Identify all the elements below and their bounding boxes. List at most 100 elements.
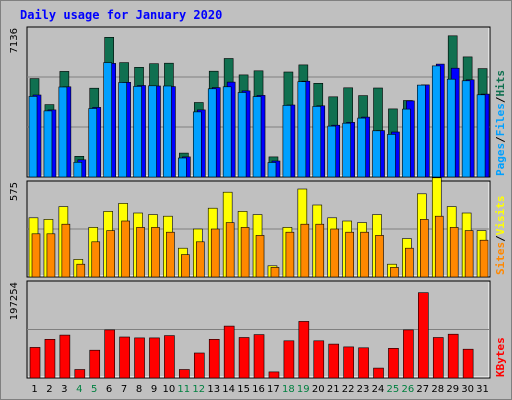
- bar-kbytes: [119, 336, 130, 379]
- panel-hits-files-pages: [26, 26, 491, 178]
- bar-kbytes: [328, 343, 340, 379]
- legend-separator: /: [494, 136, 507, 143]
- bar-kbytes: [343, 346, 354, 379]
- legend-pages: Pages: [494, 143, 507, 176]
- bar-kbytes: [193, 352, 205, 379]
- bar-pages: [222, 86, 232, 178]
- bar-kbytes: [447, 333, 459, 379]
- x-tick-label: 20: [312, 384, 325, 395]
- bar-kbytes: [104, 329, 115, 379]
- bar-kbytes: [59, 334, 71, 379]
- bar-sites: [420, 219, 429, 278]
- panel-kbytes: [26, 280, 491, 379]
- bar-pages: [342, 122, 351, 178]
- bar-pages: [461, 80, 471, 178]
- bar-kbytes: [253, 334, 265, 379]
- bar-kbytes: [283, 340, 295, 379]
- bar-kbytes: [268, 371, 280, 379]
- bar-sites: [375, 235, 384, 278]
- x-tick-label: 11: [177, 384, 190, 395]
- x-axis-day-labels: 1 2 3 4 5 6 7 8 9 10 11 12 13 14 15 16 17 18 19 20 21 22 23 24 2…: [31, 384, 489, 395]
- bar-sites: [434, 215, 444, 278]
- bar-sites: [240, 227, 250, 278]
- bar-sites: [91, 241, 101, 278]
- bar-pages: [163, 85, 172, 178]
- bar-kbytes: [373, 367, 384, 379]
- legend-sites: Sites: [494, 242, 507, 275]
- x-tick-label: 17: [267, 384, 280, 395]
- x-tick-label: 13: [207, 384, 220, 395]
- bar-pages: [282, 105, 292, 178]
- bar-pages: [431, 65, 441, 178]
- legend-visits: Visits: [494, 196, 507, 236]
- bar-sites: [405, 247, 414, 278]
- bar-kbytes: [89, 349, 101, 379]
- bar-sites: [315, 223, 325, 278]
- bar-kbytes: [358, 347, 369, 379]
- bar-pages: [327, 125, 337, 178]
- y-max-label: 197254: [9, 282, 20, 320]
- bar-sites: [225, 222, 235, 278]
- x-tick-label: 9: [151, 384, 157, 395]
- bar-pages: [148, 85, 157, 178]
- bar-pages: [133, 86, 142, 178]
- x-tick-label: 19: [297, 384, 310, 395]
- bar-sites: [300, 223, 310, 278]
- x-tick-label: 29: [446, 384, 459, 395]
- bar-sites: [345, 231, 354, 278]
- x-tick-label: 5: [91, 384, 97, 395]
- panel-visits-sites: [26, 177, 491, 278]
- y-max-label: 575: [9, 182, 20, 201]
- bar-kbytes: [179, 369, 190, 379]
- y-axis-max-labels: 7136 575 197254: [9, 28, 20, 320]
- x-tick-label: 3: [61, 384, 67, 395]
- bar-pages: [417, 84, 426, 178]
- bar-kbytes: [432, 337, 444, 379]
- bar-sites: [360, 231, 369, 278]
- x-tick-label: 22: [342, 384, 355, 395]
- bar-sites: [479, 239, 489, 278]
- bar-pages: [372, 130, 381, 178]
- axis-legend: KBytes: [494, 337, 507, 377]
- x-tick-label: 28: [431, 384, 444, 395]
- x-tick-label: 12: [192, 384, 205, 395]
- bar-pages: [207, 88, 217, 178]
- bar-sites: [285, 231, 295, 278]
- bar-sites: [121, 220, 130, 278]
- chart-title: Daily usage for January 2020: [20, 8, 222, 22]
- legend-separator: /: [494, 235, 507, 242]
- x-tick-label: 10: [163, 384, 176, 395]
- bar-pages: [446, 78, 456, 178]
- x-tick-label: 31: [476, 384, 489, 395]
- bar-pages: [103, 62, 112, 178]
- bar-sites: [464, 230, 474, 278]
- bar-sites: [61, 223, 71, 278]
- bar-kbytes: [403, 329, 414, 379]
- bar-pages: [88, 108, 98, 178]
- bar-pages: [192, 111, 202, 178]
- x-tick-label: 4: [76, 384, 82, 395]
- legend-files: Files: [494, 103, 507, 136]
- bar-pages: [237, 92, 247, 178]
- x-tick-label: 23: [357, 384, 370, 395]
- bar-pages: [178, 157, 187, 178]
- x-tick-label: 1: [31, 384, 37, 395]
- bar-kbytes: [298, 321, 310, 379]
- bar-kbytes: [208, 338, 220, 379]
- x-tick-label: 14: [222, 384, 235, 395]
- bar-sites: [195, 241, 205, 278]
- x-tick-label: 27: [416, 384, 429, 395]
- bar-pages: [43, 110, 53, 178]
- bar-kbytes: [313, 340, 325, 379]
- bar-kbytes: [164, 335, 175, 379]
- x-tick-label: 25: [387, 384, 400, 395]
- x-tick-label: 7: [121, 384, 127, 395]
- axis-legend: Pages/Files/Hits: [494, 70, 507, 176]
- x-tick-label: 8: [136, 384, 142, 395]
- bar-sites: [270, 267, 280, 278]
- bar-pages: [58, 86, 68, 178]
- y-max-label: 7136: [9, 28, 20, 53]
- bar-kbytes: [134, 337, 145, 379]
